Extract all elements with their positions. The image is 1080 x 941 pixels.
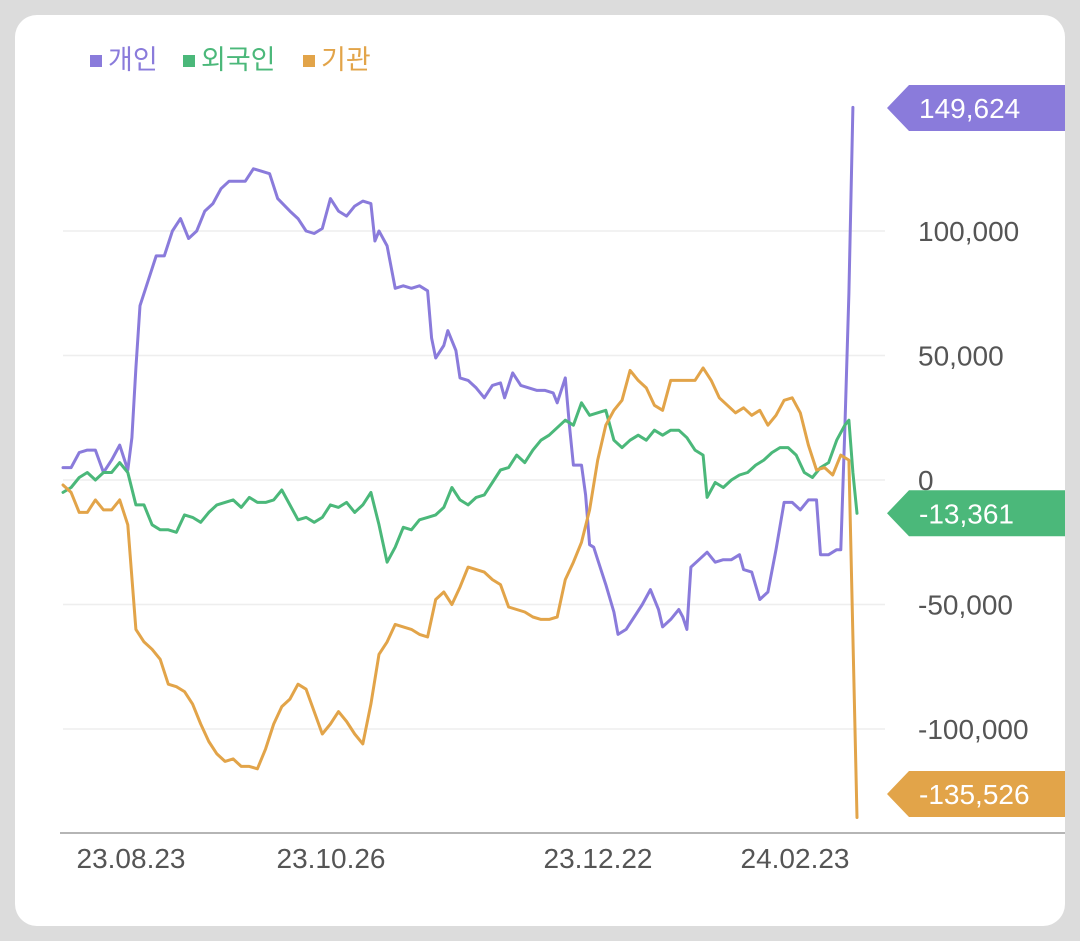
y-axis-ticks: 100,000 50,000 0 -50,000 -100,000 [918, 216, 1029, 745]
y-tick-label: -100,000 [918, 714, 1029, 745]
series-line-2 [61, 401, 859, 564]
legend: 개인 외국인 기관 [90, 45, 371, 75]
value-badge-text: 149,624 [919, 93, 1020, 124]
legend-swatch [90, 55, 102, 67]
legend-swatch [303, 55, 315, 67]
y-tick-label: -50,000 [918, 590, 1013, 621]
value-badge [887, 771, 1065, 817]
x-axis-ticks: 23.08.23 23.10.26 23.12.22 24.02.23 [77, 843, 850, 874]
y-tick-label: 0 [918, 465, 934, 496]
x-tick-label: 23.08.23 [77, 843, 186, 874]
series-line-1 [61, 105, 855, 636]
legend-label: 개인 [108, 45, 158, 75]
legend-label: 기관 [321, 45, 371, 75]
last-value-badges: 149,624 -13,361 -135,526 [887, 85, 1065, 817]
x-tick-label: 23.10.26 [277, 843, 386, 874]
value-badge [887, 490, 1065, 537]
legend-swatch [183, 55, 195, 67]
x-tick-label: 23.12.22 [544, 843, 653, 874]
chart-card: 100,000 50,000 0 -50,000 -100,000 23.08.23 23… [15, 15, 1065, 926]
series-line-3 [61, 366, 859, 819]
series-lines [61, 105, 859, 819]
value-badge [887, 85, 1065, 131]
x-tick-label: 24.02.23 [741, 843, 850, 874]
legend-label: 외국인 [201, 45, 276, 75]
value-badge-text: -135,526 [919, 779, 1030, 810]
y-tick-label: 100,000 [918, 216, 1019, 247]
y-tick-label: 50,000 [918, 341, 1004, 372]
gridlines [63, 230, 885, 730]
value-badge-text: -13,361 [919, 498, 1014, 529]
